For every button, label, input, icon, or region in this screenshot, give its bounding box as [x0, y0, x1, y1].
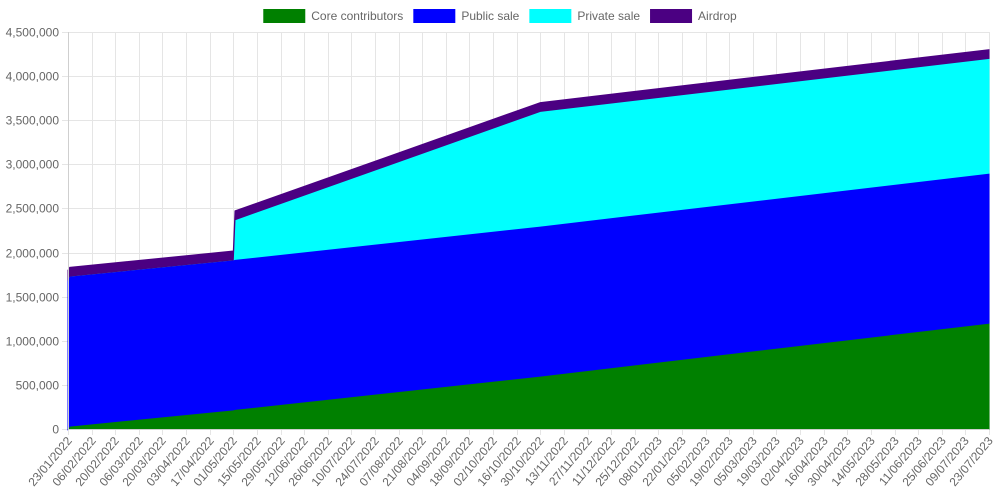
y-tick-label: 4,500,000	[6, 26, 60, 40]
legend-swatch	[413, 9, 456, 23]
area-series-group	[67, 49, 990, 431]
legend-item-public-sale[interactable]: Public sale	[413, 9, 520, 23]
y-tick-label: 3,000,000	[6, 158, 60, 172]
legend-swatch	[263, 9, 306, 23]
legend-label: Airdrop	[698, 9, 737, 23]
legend-label: Core contributors	[311, 9, 403, 23]
y-tick-label: 2,500,000	[6, 202, 60, 216]
legend-item-airdrop[interactable]: Airdrop	[650, 9, 737, 23]
y-tick-label: 0	[52, 423, 59, 437]
legend-swatch	[650, 9, 693, 23]
y-tick-label: 500,000	[16, 379, 60, 393]
y-tick-label: 4,000,000	[6, 70, 60, 84]
legend-item-core-contributors[interactable]: Core contributors	[263, 9, 403, 23]
y-tick-label: 2,000,000	[6, 247, 60, 261]
legend-item-private-sale[interactable]: Private sale	[529, 9, 640, 23]
legend-label: Private sale	[577, 9, 640, 23]
y-tick-label: 1,500,000	[6, 291, 60, 305]
legend-label: Public sale	[461, 9, 519, 23]
y-tick-label: 1,000,000	[6, 335, 60, 349]
legend: Core contributors Public sale Private sale…	[263, 9, 737, 23]
axes: 0 500,000 1,000,000 1,500,000 2,000,000 2,500…	[6, 26, 996, 489]
legend-swatch	[529, 9, 572, 23]
y-tick-label: 3,500,000	[6, 114, 60, 128]
area-airdrop	[67, 49, 990, 281]
